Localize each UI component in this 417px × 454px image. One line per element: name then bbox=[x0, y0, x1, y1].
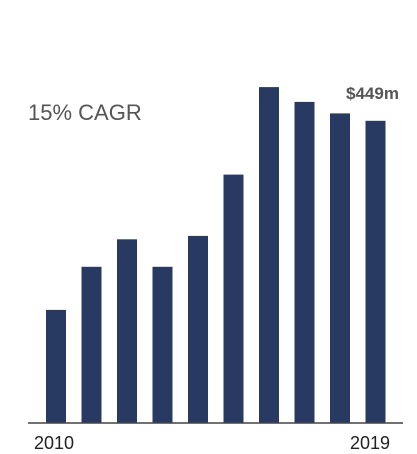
x-tick-label-end: 2019 bbox=[350, 433, 391, 453]
bar-2018 bbox=[330, 113, 350, 424]
x-tick-label-start: 2010 bbox=[34, 433, 75, 453]
bar-2016 bbox=[259, 87, 279, 423]
bar-2014 bbox=[188, 235, 208, 423]
bar-2012 bbox=[117, 239, 137, 424]
last-value-label: $449m bbox=[346, 84, 399, 103]
bar-2017 bbox=[294, 101, 315, 424]
bar-2010 bbox=[46, 309, 66, 423]
bar-2019 bbox=[365, 120, 386, 424]
cagr-label: 15% CAGR bbox=[28, 100, 142, 125]
bar-2015 bbox=[223, 174, 244, 423]
bar-2013 bbox=[152, 266, 173, 423]
bar-2011 bbox=[81, 266, 102, 423]
bars-group bbox=[46, 87, 386, 424]
